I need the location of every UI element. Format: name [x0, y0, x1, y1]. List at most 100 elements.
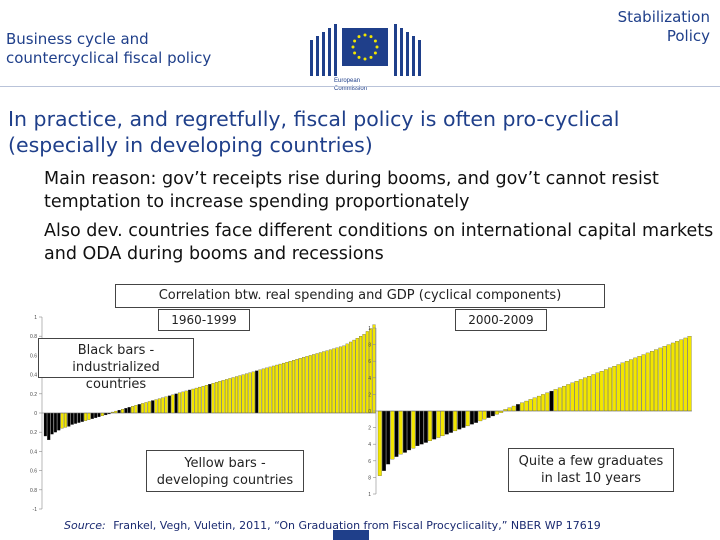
chart-bar [449, 410, 453, 433]
chart-bar [444, 410, 449, 435]
chart-bar [536, 395, 541, 412]
chart-bar [305, 356, 309, 414]
chart-bar [191, 388, 195, 414]
chart-bar [641, 354, 646, 412]
chart-bar [390, 410, 395, 460]
chart-bar [184, 390, 188, 414]
y-tick-label: 0.8 [30, 334, 37, 340]
chart-bar [67, 412, 71, 427]
chart-bar [490, 410, 495, 417]
period-label-left: 1960-1999 [158, 309, 250, 331]
chart-bar [633, 357, 638, 412]
chart-bar [281, 362, 285, 414]
chart-bar [154, 399, 158, 414]
chart-bar [557, 387, 562, 412]
header-topic-line1: Stabilization [617, 8, 710, 26]
chart-bar [198, 386, 202, 414]
chart-bar [549, 390, 554, 412]
eu-star-icon [357, 35, 361, 39]
y-tick-label: 1 [34, 315, 37, 321]
chart-bar [419, 410, 424, 445]
chart-bar [308, 355, 312, 414]
chart-bar [97, 412, 101, 417]
chart-bar [295, 359, 299, 414]
chart-bar [394, 410, 399, 457]
chart-left-1960-1999: -1 -0.8 -0.6 -0.4 -0.2 0 0.2 0.4 0.6 0.8 1 [30, 315, 376, 513]
y-tick-label: -0.2 [368, 426, 371, 432]
chart-bar [620, 362, 625, 412]
chart-bar [235, 376, 239, 414]
y-tick-label: -0.8 [30, 488, 37, 494]
chart-bar [174, 393, 178, 414]
y-tick-label: 0.4 [30, 373, 37, 379]
chart-bar [662, 346, 667, 412]
eu-star-icon [351, 45, 355, 49]
chart-bar [70, 412, 74, 425]
chart-bar [482, 410, 487, 420]
y-tick-label: -0.2 [30, 430, 37, 436]
y-tick-label: -0.8 [368, 475, 371, 481]
chart-bar [637, 356, 642, 412]
european-commission-logo: European Commission [310, 24, 421, 92]
chart-bar [181, 391, 185, 414]
chart-bar [599, 371, 604, 412]
chart-bar [275, 364, 279, 414]
chart-bar [570, 382, 575, 412]
chart-bar [457, 410, 462, 430]
source-citation: Source: Frankel, Vegh, Vuletin, 2011, “O… [64, 519, 601, 532]
chart-bar [178, 392, 182, 414]
y-tick-label: -1 [33, 507, 38, 513]
chart-bar [265, 367, 269, 414]
chart-bar [666, 344, 671, 412]
chart-bar [436, 410, 441, 438]
chart-bar [238, 375, 242, 414]
y-tick-label: -0.6 [30, 469, 37, 475]
header-topic-line2: Policy [666, 27, 710, 45]
chart-bar [453, 410, 458, 432]
eu-star-icon [363, 57, 367, 61]
chart-bar [545, 392, 550, 412]
chart-bar [511, 405, 516, 412]
header-topic: Stabilization Policy [618, 8, 710, 46]
chart-bar [94, 412, 98, 418]
chart-bar [151, 400, 155, 414]
chart-right-2000-2009: -1 -0.8 -0.6 -0.4 -0.2 0 0.2 0.4 0.6 0.8 1 [368, 326, 692, 498]
chart-bar [474, 410, 479, 423]
note-industrialized: Black bars - industrialized countries [38, 338, 194, 392]
chart-bar [524, 400, 529, 412]
eu-star-icon [369, 55, 373, 59]
chart-bar [516, 404, 520, 412]
chart-bar [318, 352, 322, 414]
chart-bar [574, 380, 579, 412]
chart-bar [683, 337, 688, 412]
chart-bar [298, 358, 302, 414]
chart-bar [432, 410, 437, 440]
chart-bar [261, 368, 265, 414]
chart-bar [211, 383, 215, 414]
note-graduates: Quite a few graduates in last 10 years [508, 448, 674, 492]
chart-bar [194, 387, 198, 414]
chart-bar [60, 412, 64, 429]
chart-bar [278, 363, 282, 414]
chart-bar [658, 347, 663, 412]
y-tick-label: -0.4 [368, 442, 371, 448]
eu-star-icon [363, 33, 367, 37]
chart-bar [608, 367, 612, 412]
chart-bar [255, 370, 259, 414]
chart-bar [214, 382, 218, 414]
chart-bar [520, 402, 525, 412]
svg-text:European: European [334, 78, 360, 84]
chart-bar [362, 334, 366, 414]
chart-bar [541, 394, 545, 412]
chart-bar [562, 385, 566, 412]
header-divider [0, 86, 720, 87]
chart-bar [328, 349, 332, 414]
chart-bar [687, 336, 692, 412]
chart-bar [507, 407, 512, 412]
chart-bar [338, 346, 342, 414]
chart-bar [245, 373, 249, 414]
chart-bar [322, 351, 326, 414]
chart-bar [171, 394, 175, 414]
period-label-right: 2000-2009 [455, 309, 547, 331]
chart-bar [147, 401, 151, 414]
